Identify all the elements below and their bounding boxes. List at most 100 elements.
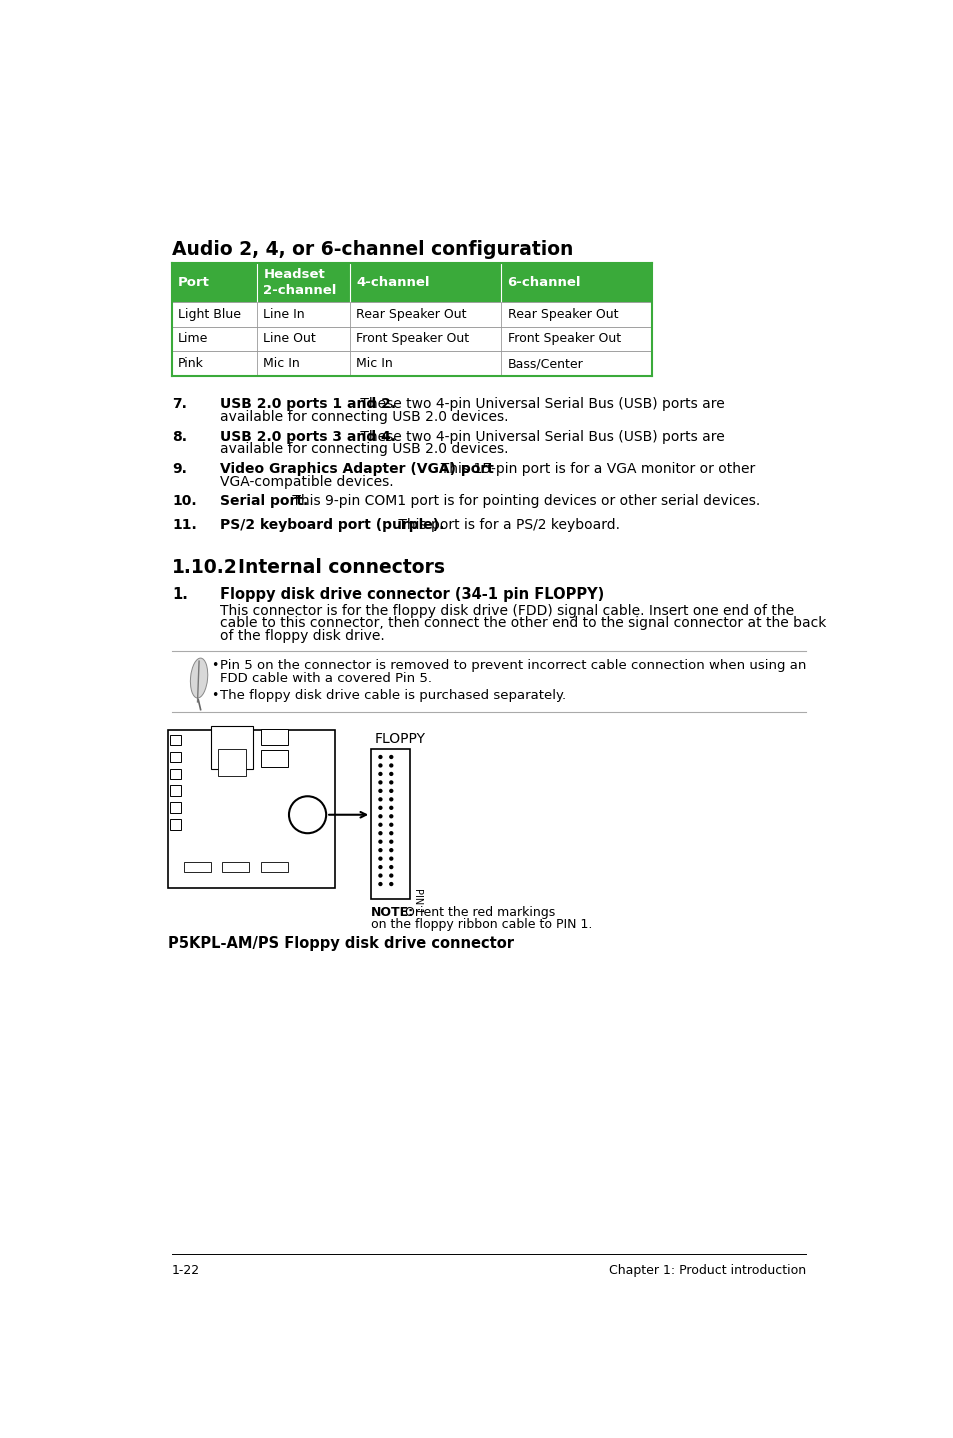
Text: Port: Port (178, 276, 210, 289)
Text: Front Speaker Out: Front Speaker Out (507, 332, 620, 345)
Circle shape (389, 788, 393, 792)
Text: . This 15-pin port is for a VGA monitor or other: . This 15-pin port is for a VGA monitor … (432, 462, 755, 476)
Text: Serial port.: Serial port. (220, 495, 308, 509)
Text: 1-22: 1-22 (172, 1264, 200, 1277)
Text: available for connecting USB 2.0 devices.: available for connecting USB 2.0 devices… (220, 443, 508, 456)
Text: Orient the red markings: Orient the red markings (404, 906, 555, 919)
Text: •: • (211, 659, 218, 672)
Circle shape (377, 823, 382, 827)
Circle shape (389, 831, 393, 835)
Text: 7.: 7. (172, 397, 187, 411)
Text: Internal connectors: Internal connectors (237, 558, 444, 577)
Text: Mic In: Mic In (263, 357, 300, 370)
Circle shape (377, 814, 382, 818)
Text: Bass/Center: Bass/Center (507, 357, 582, 370)
Circle shape (389, 857, 393, 861)
Circle shape (389, 840, 393, 844)
Bar (171, 820, 181, 830)
Circle shape (389, 772, 393, 777)
Circle shape (377, 840, 382, 844)
Circle shape (389, 823, 393, 827)
Bar (171, 785, 181, 797)
Text: •: • (211, 689, 218, 702)
Circle shape (377, 864, 382, 869)
Bar (171, 768, 181, 779)
Bar (371, 749, 410, 899)
Ellipse shape (191, 659, 208, 697)
Circle shape (377, 788, 382, 792)
Circle shape (377, 781, 382, 785)
Text: Front Speaker Out: Front Speaker Out (356, 332, 469, 345)
Text: PIN 1: PIN 1 (413, 887, 422, 913)
Text: This 9-pin COM1 port is for pointing devices or other serial devices.: This 9-pin COM1 port is for pointing dev… (288, 495, 760, 509)
Bar (168, 731, 335, 887)
Circle shape (377, 848, 382, 853)
Text: FLOPPY: FLOPPY (375, 732, 426, 746)
Circle shape (389, 848, 393, 853)
Circle shape (377, 772, 382, 777)
Circle shape (377, 831, 382, 835)
Text: NOTE:: NOTE: (371, 906, 414, 919)
Text: Chapter 1: Product introduction: Chapter 1: Product introduction (608, 1264, 805, 1277)
Circle shape (377, 857, 382, 861)
Text: 9.: 9. (172, 462, 187, 476)
Circle shape (377, 805, 382, 810)
Bar (172, 263, 652, 302)
Circle shape (389, 781, 393, 785)
Circle shape (389, 797, 393, 801)
Text: Line In: Line In (263, 308, 305, 321)
Bar (171, 752, 181, 762)
Bar (211, 726, 253, 768)
Circle shape (377, 755, 382, 759)
Text: Light Blue: Light Blue (178, 308, 241, 321)
Text: Pin 5 on the connector is removed to prevent incorrect cable connection when usi: Pin 5 on the connector is removed to pre… (220, 659, 805, 672)
Text: This connector is for the floppy disk drive (FDD) signal cable. Insert one end o: This connector is for the floppy disk dr… (220, 604, 793, 618)
Text: Floppy disk drive connector (34-1 pin FLOPPY): Floppy disk drive connector (34-1 pin FL… (220, 587, 603, 603)
Text: 1.: 1. (172, 587, 188, 603)
Bar (183, 861, 211, 873)
Bar (171, 802, 181, 814)
Text: P5KPL-AM/PS Floppy disk drive connector: P5KPL-AM/PS Floppy disk drive connector (168, 936, 514, 951)
Bar (261, 729, 288, 745)
Bar (261, 861, 288, 873)
Text: Pink: Pink (178, 357, 204, 370)
Text: USB 2.0 ports 3 and 4.: USB 2.0 ports 3 and 4. (220, 430, 395, 444)
Text: Headset
2-channel: Headset 2-channel (263, 267, 336, 298)
Text: Lime: Lime (178, 332, 209, 345)
Circle shape (389, 755, 393, 759)
Text: This port is for a PS/2 keyboard.: This port is for a PS/2 keyboard. (394, 518, 619, 532)
Circle shape (389, 764, 393, 768)
Text: 4-channel: 4-channel (356, 276, 430, 289)
Text: on the floppy ribbon cable to PIN 1.: on the floppy ribbon cable to PIN 1. (371, 919, 592, 932)
Bar (261, 751, 288, 766)
Text: available for connecting USB 2.0 devices.: available for connecting USB 2.0 devices… (220, 410, 508, 424)
Text: Video Graphics Adapter (VGA) port: Video Graphics Adapter (VGA) port (220, 462, 494, 476)
Text: Rear Speaker Out: Rear Speaker Out (356, 308, 466, 321)
Circle shape (389, 805, 393, 810)
Text: VGA-compatible devices.: VGA-compatible devices. (220, 475, 394, 489)
Bar (172, 351, 652, 375)
Text: Line Out: Line Out (263, 332, 315, 345)
Text: These two 4-pin Universal Serial Bus (USB) ports are: These two 4-pin Universal Serial Bus (US… (356, 430, 724, 444)
Circle shape (389, 864, 393, 869)
Text: 8.: 8. (172, 430, 187, 444)
Bar (222, 861, 249, 873)
Bar (172, 302, 652, 326)
Circle shape (389, 881, 393, 886)
Text: 10.: 10. (172, 495, 196, 509)
Bar (171, 735, 181, 745)
Text: USB 2.0 ports 1 and 2.: USB 2.0 ports 1 and 2. (220, 397, 395, 411)
Text: FDD cable with a covered Pin 5.: FDD cable with a covered Pin 5. (220, 672, 432, 684)
Circle shape (377, 764, 382, 768)
Text: Audio 2, 4, or 6-channel configuration: Audio 2, 4, or 6-channel configuration (172, 240, 573, 259)
Circle shape (389, 873, 393, 877)
Text: These two 4-pin Universal Serial Bus (USB) ports are: These two 4-pin Universal Serial Bus (US… (356, 397, 724, 411)
Text: Mic In: Mic In (356, 357, 393, 370)
Text: PS/2 keyboard port (purple).: PS/2 keyboard port (purple). (220, 518, 444, 532)
Text: 1.10.2: 1.10.2 (172, 558, 237, 577)
Text: The floppy disk drive cable is purchased separately.: The floppy disk drive cable is purchased… (220, 689, 565, 702)
Text: 11.: 11. (172, 518, 196, 532)
Bar (172, 326, 652, 351)
Circle shape (389, 814, 393, 818)
Text: 6-channel: 6-channel (507, 276, 580, 289)
